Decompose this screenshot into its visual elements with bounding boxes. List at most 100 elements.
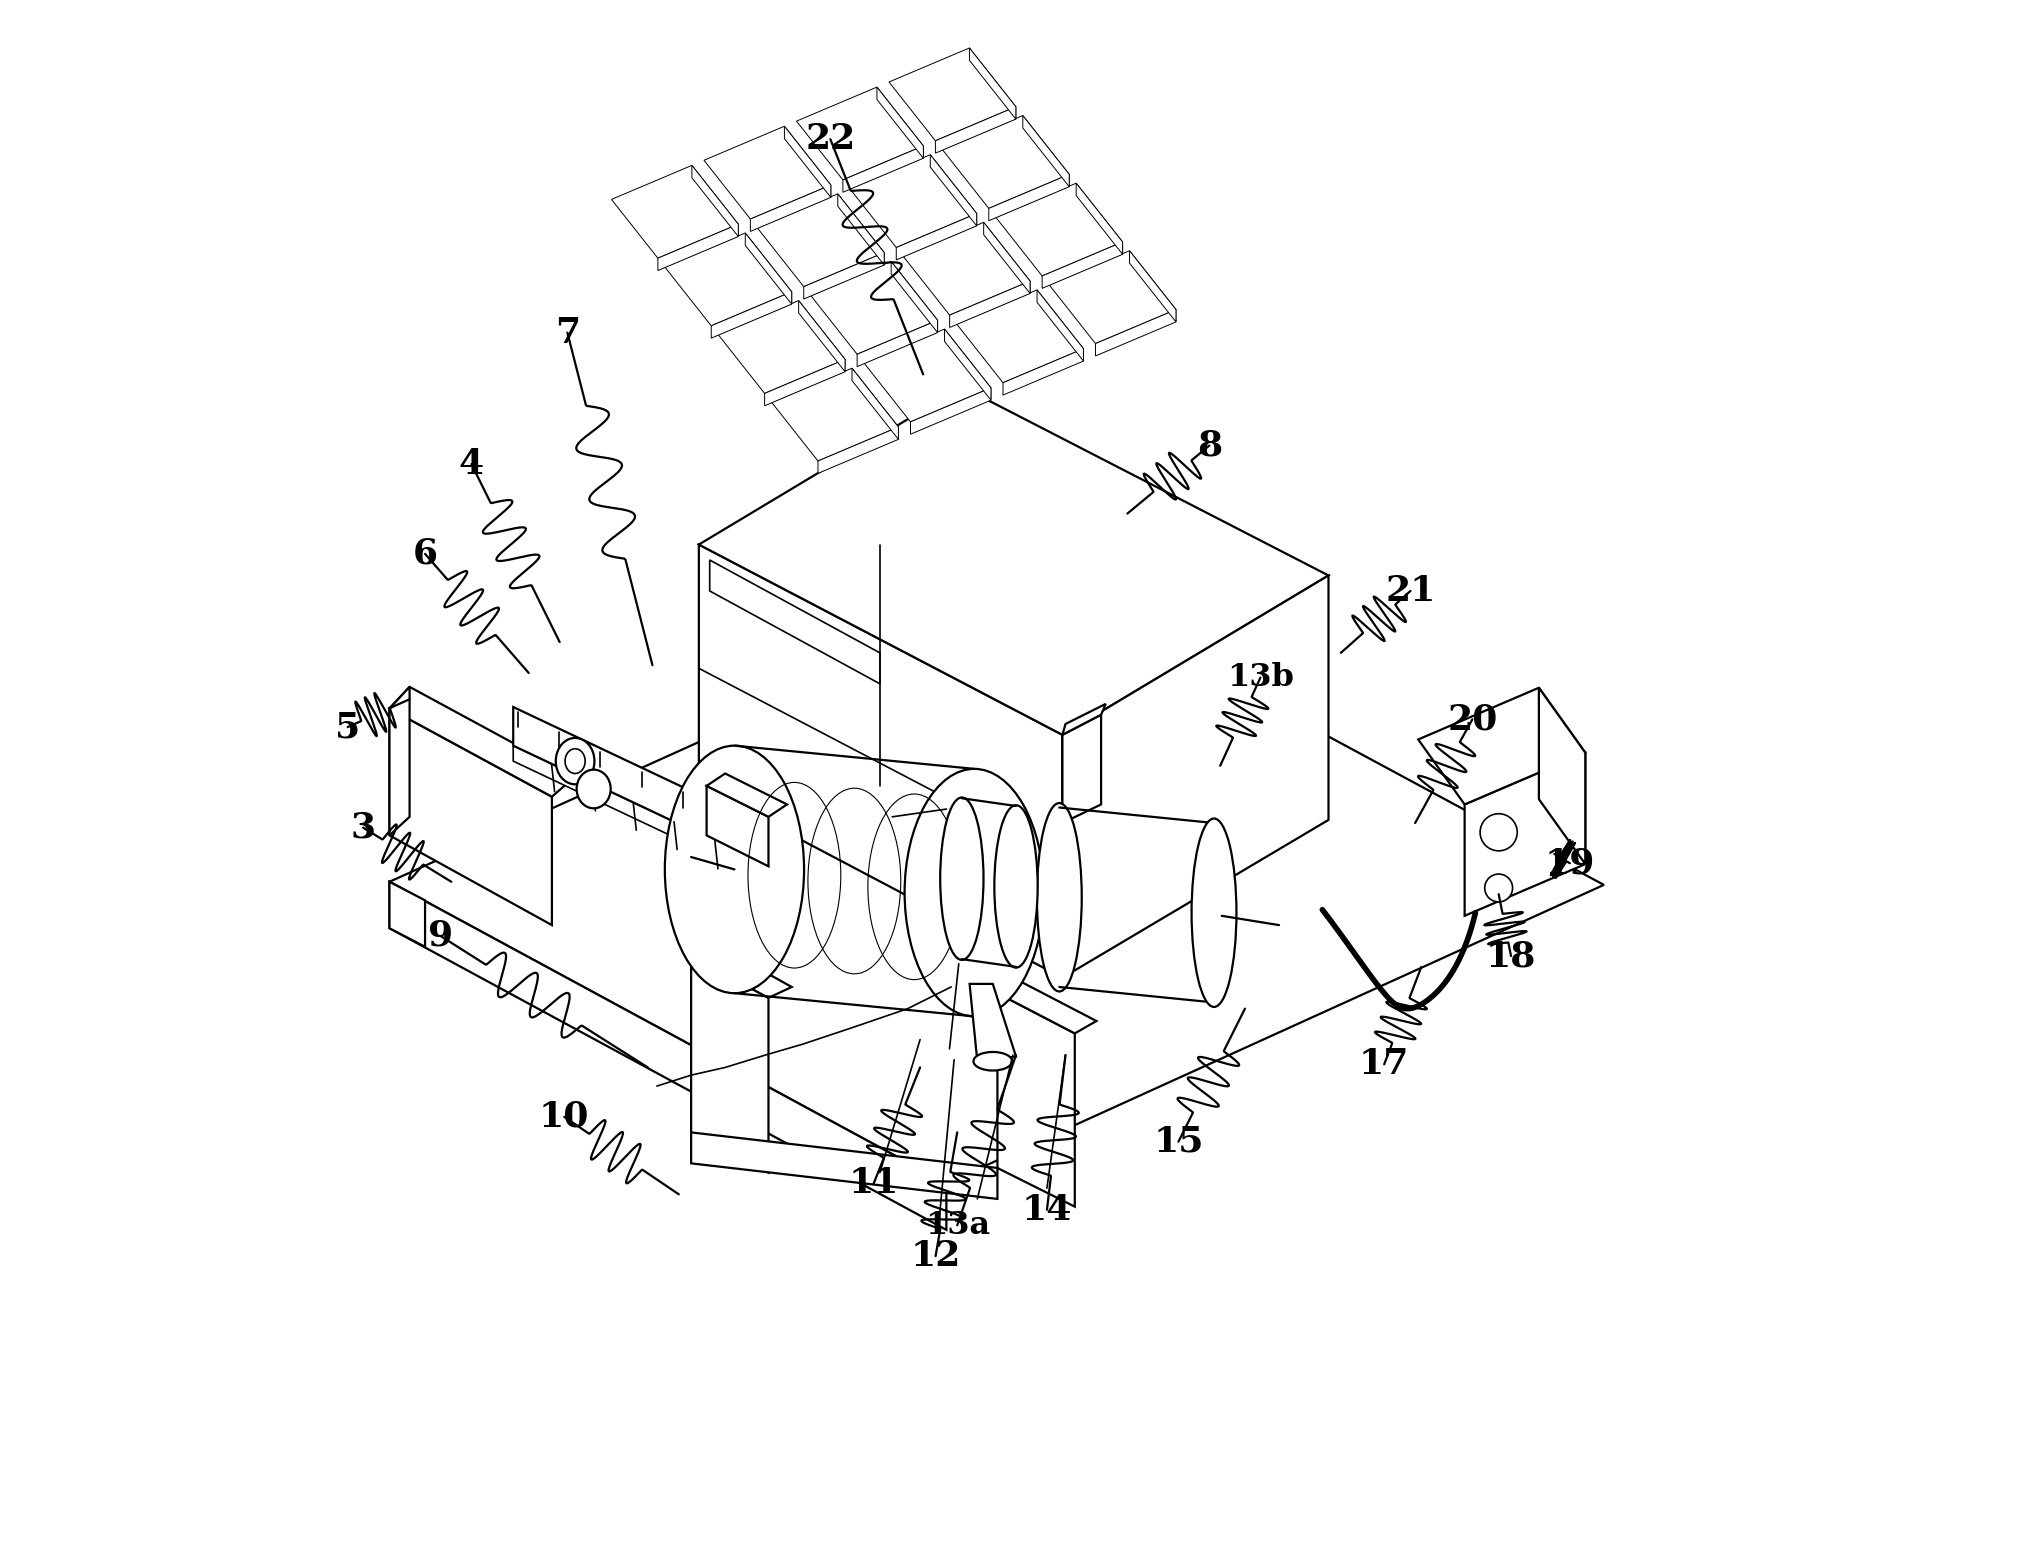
Ellipse shape <box>664 746 805 993</box>
Polygon shape <box>1465 753 1585 916</box>
Polygon shape <box>390 709 553 925</box>
Text: 18: 18 <box>1485 939 1536 973</box>
Text: 3: 3 <box>352 811 376 845</box>
Text: 5: 5 <box>335 710 360 744</box>
Polygon shape <box>693 166 738 237</box>
Polygon shape <box>390 882 425 947</box>
Ellipse shape <box>557 738 595 784</box>
Polygon shape <box>764 359 845 405</box>
Polygon shape <box>797 87 923 179</box>
Polygon shape <box>949 282 1030 328</box>
Polygon shape <box>1130 251 1177 322</box>
Polygon shape <box>750 186 831 232</box>
Polygon shape <box>699 387 1329 735</box>
Circle shape <box>1479 814 1518 851</box>
Polygon shape <box>707 774 786 817</box>
Polygon shape <box>943 116 1069 209</box>
Polygon shape <box>969 984 1016 1061</box>
Text: 20: 20 <box>1447 702 1498 736</box>
Polygon shape <box>514 746 768 882</box>
Polygon shape <box>990 175 1069 221</box>
Polygon shape <box>1063 704 1105 735</box>
Polygon shape <box>983 223 1030 294</box>
Polygon shape <box>514 707 768 866</box>
Text: 8: 8 <box>1197 429 1221 463</box>
Polygon shape <box>996 183 1122 275</box>
Text: 9: 9 <box>429 919 453 953</box>
Text: 12: 12 <box>910 1239 961 1273</box>
Polygon shape <box>707 786 768 866</box>
Text: 7: 7 <box>555 316 579 350</box>
Polygon shape <box>931 155 977 226</box>
Polygon shape <box>612 166 738 258</box>
Polygon shape <box>717 300 845 393</box>
Polygon shape <box>896 213 977 260</box>
Polygon shape <box>703 127 831 220</box>
Ellipse shape <box>994 806 1038 968</box>
Polygon shape <box>1049 251 1177 343</box>
Text: 22: 22 <box>805 122 855 156</box>
Polygon shape <box>878 87 923 158</box>
Polygon shape <box>691 956 768 1173</box>
Polygon shape <box>1538 688 1585 865</box>
Text: 4: 4 <box>459 447 484 481</box>
Polygon shape <box>843 145 923 192</box>
Polygon shape <box>1036 289 1083 360</box>
Ellipse shape <box>565 749 585 774</box>
Polygon shape <box>935 107 1016 153</box>
Polygon shape <box>390 687 410 835</box>
Polygon shape <box>957 289 1083 382</box>
Polygon shape <box>819 427 898 473</box>
Polygon shape <box>691 944 792 998</box>
Polygon shape <box>805 252 884 299</box>
Polygon shape <box>709 560 880 684</box>
Text: 15: 15 <box>1154 1125 1203 1159</box>
Text: 6: 6 <box>412 537 437 571</box>
Polygon shape <box>699 545 1063 978</box>
Polygon shape <box>1077 183 1122 254</box>
Polygon shape <box>945 330 992 401</box>
Text: 13a: 13a <box>925 1210 990 1241</box>
Polygon shape <box>892 261 937 333</box>
Polygon shape <box>849 155 977 248</box>
Text: 11: 11 <box>849 1166 898 1200</box>
Polygon shape <box>390 585 1603 1183</box>
Ellipse shape <box>1036 803 1081 992</box>
Polygon shape <box>1042 241 1122 288</box>
Polygon shape <box>746 234 792 305</box>
Polygon shape <box>902 223 1030 316</box>
Polygon shape <box>851 368 898 439</box>
Text: 17: 17 <box>1359 1047 1410 1081</box>
Polygon shape <box>758 193 884 286</box>
Ellipse shape <box>577 770 612 808</box>
Polygon shape <box>691 1132 998 1199</box>
Text: 14: 14 <box>1022 1193 1073 1227</box>
Polygon shape <box>658 224 738 271</box>
Polygon shape <box>1063 715 1101 823</box>
Polygon shape <box>998 993 1075 1207</box>
Polygon shape <box>1095 309 1177 356</box>
Polygon shape <box>390 882 947 1230</box>
Polygon shape <box>837 193 884 265</box>
Ellipse shape <box>973 1052 1012 1071</box>
Ellipse shape <box>941 798 983 959</box>
Polygon shape <box>1063 575 1329 978</box>
Polygon shape <box>799 300 845 371</box>
Polygon shape <box>864 330 992 422</box>
Polygon shape <box>784 127 831 198</box>
Polygon shape <box>811 261 937 354</box>
Circle shape <box>1485 874 1512 902</box>
Text: 10: 10 <box>538 1100 589 1134</box>
Text: 13b: 13b <box>1227 662 1294 693</box>
Polygon shape <box>998 981 1097 1033</box>
Polygon shape <box>664 234 792 326</box>
Polygon shape <box>772 368 898 461</box>
Polygon shape <box>969 48 1016 119</box>
Text: 21: 21 <box>1386 574 1437 608</box>
Polygon shape <box>711 292 792 339</box>
Text: 19: 19 <box>1544 846 1595 880</box>
Polygon shape <box>910 388 992 435</box>
Polygon shape <box>1004 348 1083 394</box>
Ellipse shape <box>904 769 1044 1016</box>
Ellipse shape <box>1191 818 1235 1007</box>
